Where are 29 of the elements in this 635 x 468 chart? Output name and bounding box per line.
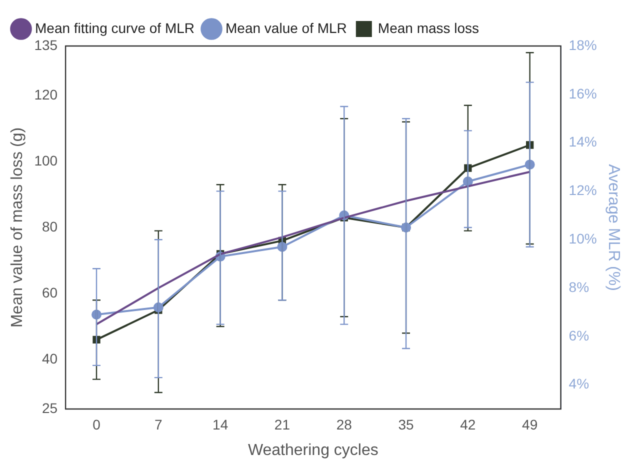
y2-tick-label: 18% [568, 36, 597, 53]
x-tick-label: 7 [154, 416, 163, 432]
y-tick-label: 80 [42, 218, 58, 234]
y-tick-label: 60 [42, 284, 58, 300]
y-tick-label: 120 [34, 86, 58, 102]
y-tick-label: 25 [42, 400, 58, 416]
y2-tick-label: 14% [568, 134, 597, 150]
x-tick-label: 42 [460, 416, 476, 432]
y2-tick-label: 12% [568, 182, 597, 198]
y-tick-label: 135 [34, 36, 58, 53]
y2-axis-title: Average MLR (%) [604, 164, 622, 291]
x-tick-label: 35 [398, 416, 414, 432]
y2-tick-label: 16% [568, 85, 597, 102]
legend-label: Mean mass loss [378, 20, 480, 36]
x-tick-label: 14 [212, 416, 228, 432]
legend-label: Mean value of MLR [226, 20, 347, 36]
x-tick-label: 49 [522, 416, 538, 432]
y-axis-title: Mean value of mass loss (g) [9, 127, 26, 328]
y2-tick-label: 4% [568, 376, 590, 392]
x-tick-label: 0 [92, 416, 101, 432]
y2-tick-label: 6% [568, 327, 590, 344]
y2-tick-label: 10% [568, 230, 597, 246]
x-axis-title: Weathering cycles [248, 442, 378, 459]
x-tick-label: 21 [274, 416, 290, 432]
y-tick-label: 40 [42, 350, 58, 366]
x-tick-label: 28 [336, 416, 352, 432]
legend-label: Mean fitting curve of MLR [35, 20, 195, 36]
y-tick-label: 100 [34, 152, 58, 168]
y2-tick-label: 8% [568, 278, 590, 295]
